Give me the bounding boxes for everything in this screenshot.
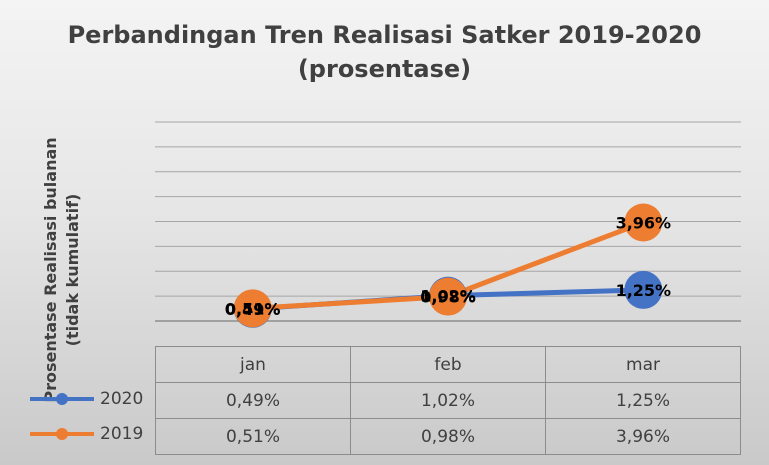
data-labels: 0,49% 1,02% 1,25% 0,51% 0,98% 3,96% — [225, 213, 671, 318]
data-label-2020: 1,02% — [420, 287, 476, 306]
data-point-2019 — [429, 277, 467, 316]
data-point-2019 — [624, 203, 663, 242]
data-table-cell: 1,02% — [350, 382, 546, 419]
legend: 2020 2019 — [30, 381, 155, 451]
data-table-header-row: jan feb mar — [155, 346, 741, 383]
x-tick-label: mar — [545, 346, 741, 383]
legend-item-2020: 2020 — [30, 381, 155, 416]
legend-swatch-2019 — [30, 427, 94, 440]
chart-title-line-1: Perbandingan Tren Realisasi Satker 2019-… — [67, 21, 702, 49]
x-tick-label: jan — [155, 346, 351, 383]
series-markers — [233, 203, 663, 328]
legend-swatch-2020 — [30, 392, 94, 405]
x-tick-label: feb — [350, 346, 546, 383]
data-table-cell: 0,98% — [350, 418, 546, 455]
data-point-2020 — [624, 270, 663, 309]
data-label-2020: 1,25% — [616, 281, 672, 300]
legend-label-2019: 2019 — [100, 423, 144, 444]
data-label-2020: 0,49% — [225, 300, 281, 319]
data-table: jan feb mar 0,49% 1,02% 1,25% 0,51% 0,98… — [155, 346, 741, 455]
chart-title: Perbandingan Tren Realisasi Satker 2019-… — [0, 18, 769, 86]
data-label-2019: 0,98% — [420, 288, 476, 307]
legend-label-2020: 2020 — [100, 388, 144, 409]
data-table-cell: 0,49% — [155, 382, 351, 419]
chart-title-line-2: (prosentase) — [297, 55, 472, 83]
data-table-row-2019: 0,51% 0,98% 3,96% — [155, 418, 741, 455]
data-label-2019: 0,51% — [225, 299, 281, 318]
legend-item-2019: 2019 — [30, 416, 155, 451]
data-table-cell: 1,25% — [545, 382, 741, 419]
data-label-2019: 3,96% — [616, 213, 672, 232]
data-table-row-2020: 0,49% 1,02% 1,25% — [155, 382, 741, 419]
data-table-cell: 0,51% — [155, 418, 351, 455]
data-point-2019 — [233, 289, 272, 328]
data-table-cell: 3,96% — [545, 418, 741, 455]
